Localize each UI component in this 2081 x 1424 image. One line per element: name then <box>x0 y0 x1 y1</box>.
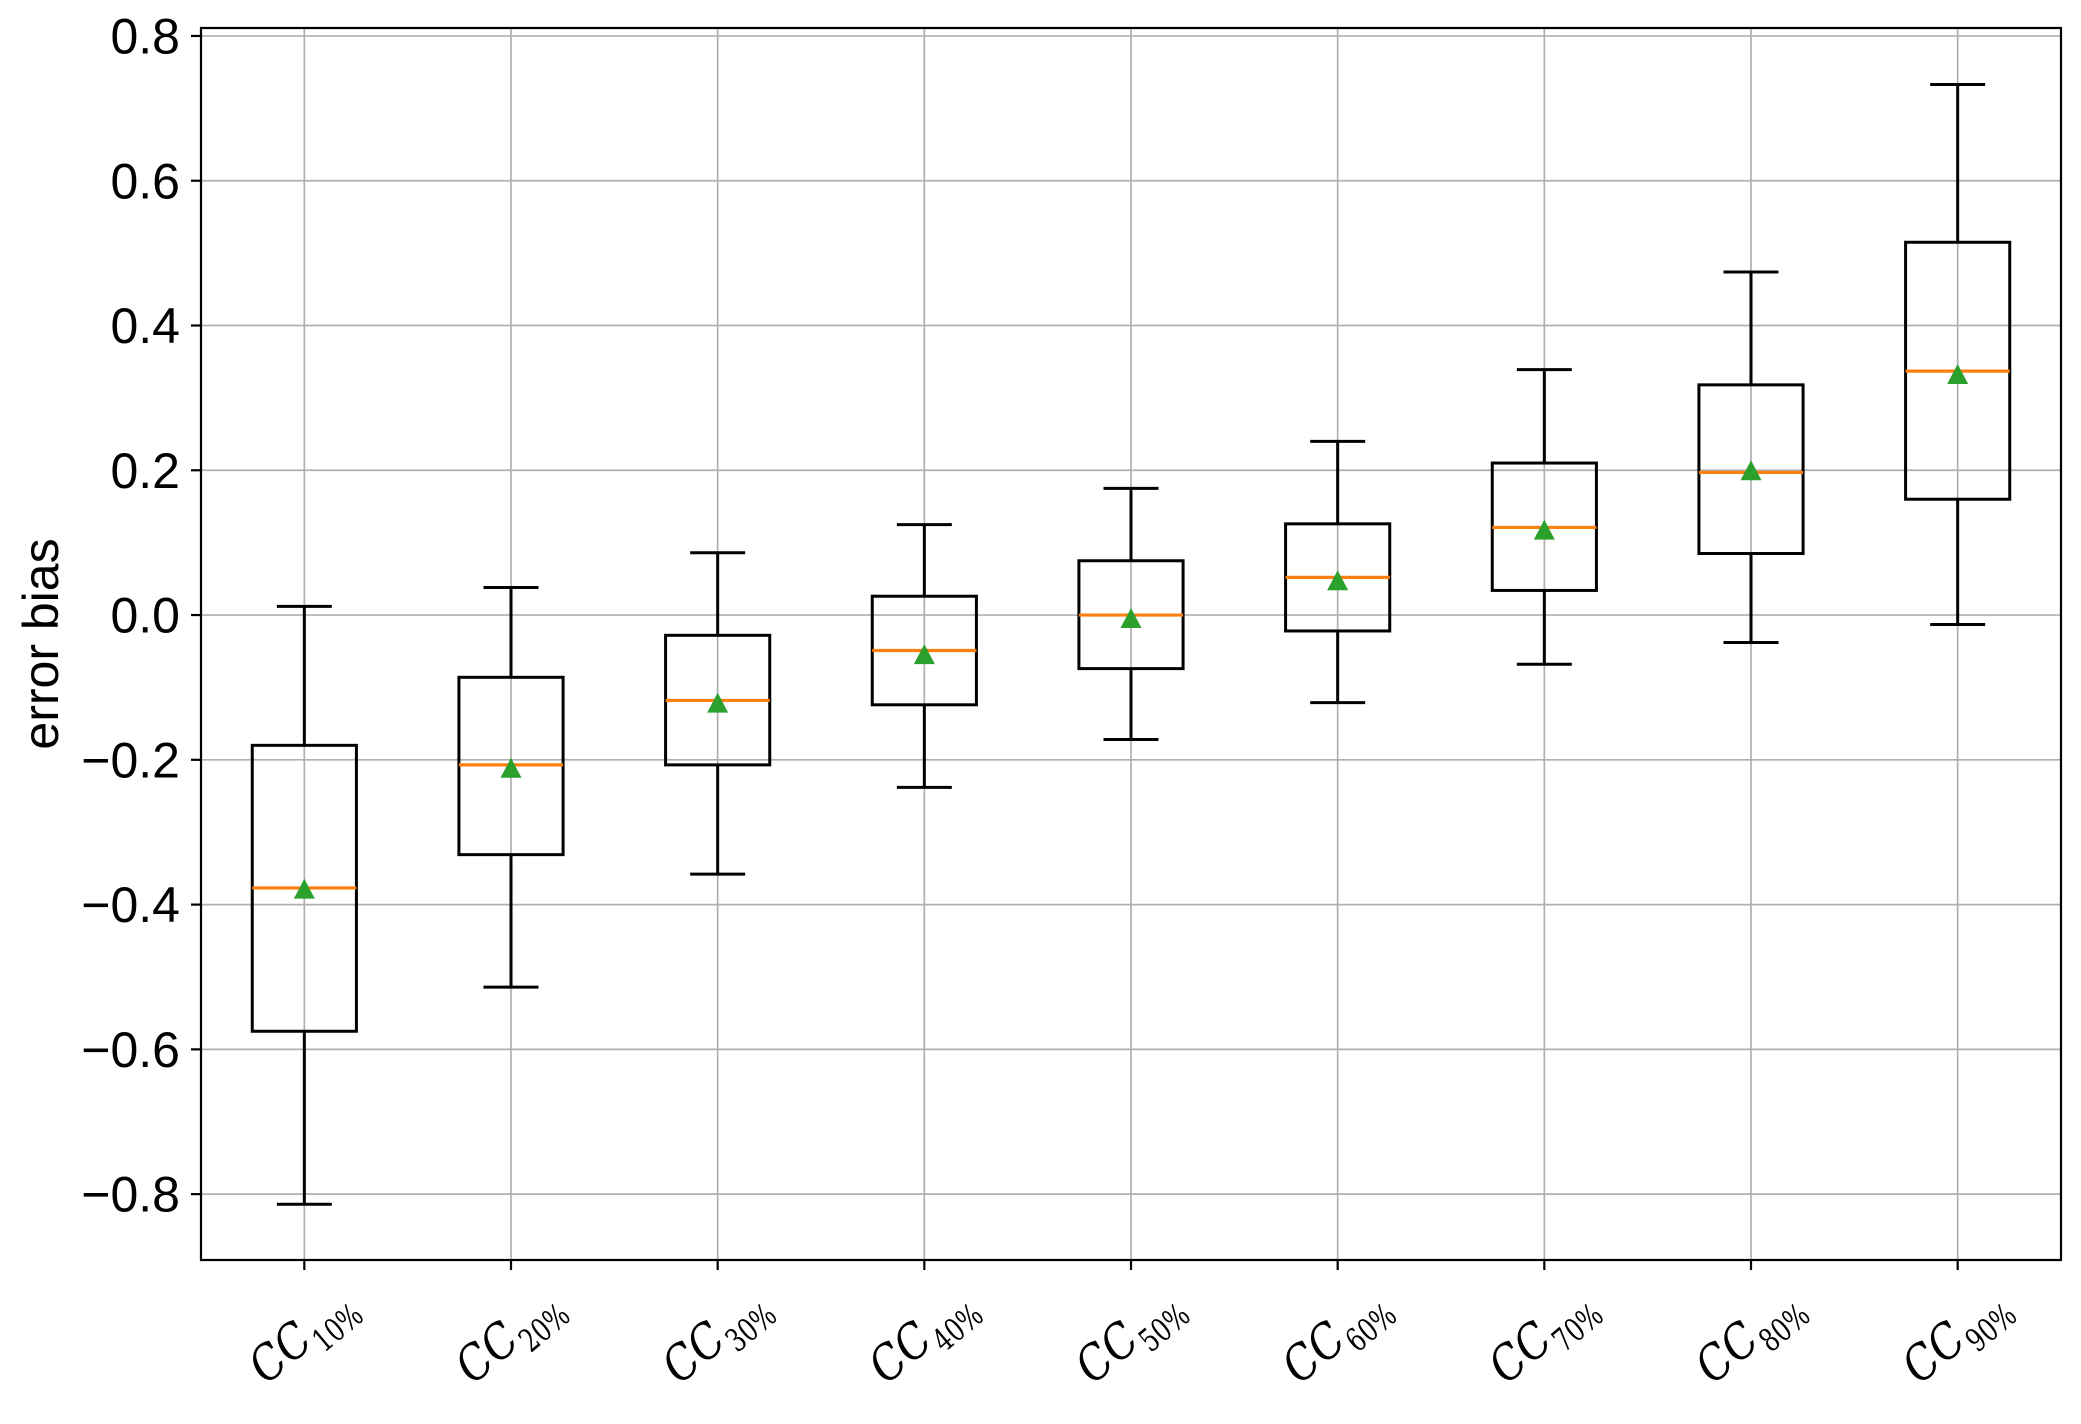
boxplot-group <box>1490 368 1598 666</box>
mean-marker <box>293 878 315 899</box>
boxplot-group <box>664 551 772 876</box>
y-tick-label: 0.2 <box>110 443 180 499</box>
iqr-box <box>1697 383 1805 556</box>
y-tick-label: 0.4 <box>110 298 180 354</box>
mean-marker <box>707 692 729 713</box>
y-tick-label: 0.8 <box>110 9 180 65</box>
boxplot-group <box>1904 82 2012 626</box>
boxplot-group <box>1697 270 1805 645</box>
boxplot-group <box>870 523 978 789</box>
y-tick-label: −0.6 <box>81 1022 180 1078</box>
y-tick-label: 0.0 <box>110 588 180 644</box>
boxplot-group <box>250 604 358 1206</box>
mean-marker <box>1533 519 1555 540</box>
y-axis-label: error bias <box>13 538 69 749</box>
boxplot-group <box>1077 486 1185 742</box>
mean-marker <box>913 644 935 665</box>
boxplot-group <box>457 586 565 989</box>
mean-marker <box>1740 460 1762 481</box>
y-tick-label: −0.2 <box>81 732 180 788</box>
mean-marker <box>1327 570 1349 591</box>
y-axis: −0.8 −0.6 −0.4 −0.2 0.0 0.2 0.4 0.6 0.8 error bia… <box>13 9 201 1223</box>
y-tick-label: −0.4 <box>81 877 180 933</box>
mean-marker <box>1947 364 1969 385</box>
y-tick-label: 0.6 <box>110 153 180 209</box>
y-tick-label: −0.8 <box>81 1167 180 1223</box>
boxplot-group <box>1284 439 1392 705</box>
mean-marker <box>1120 607 1142 628</box>
mean-marker <box>500 757 522 778</box>
